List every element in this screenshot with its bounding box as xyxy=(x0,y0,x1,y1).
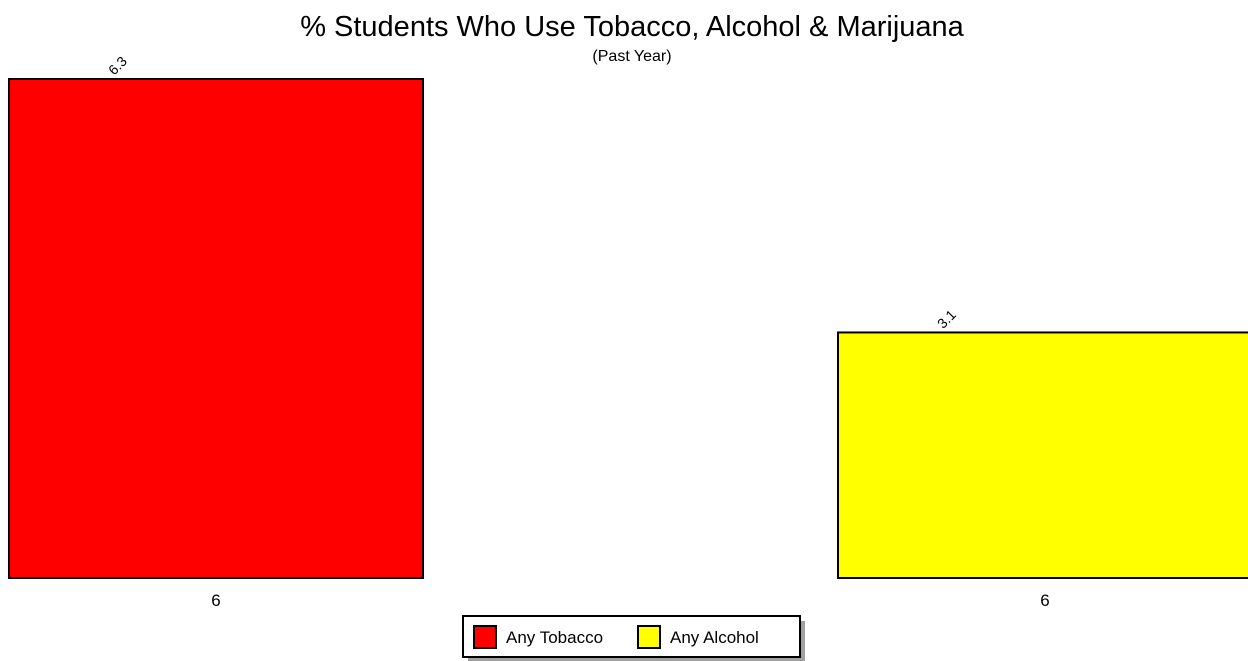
x-tick-label: 6 xyxy=(211,591,220,610)
bar-any-tobacco xyxy=(8,78,424,579)
legend-label-any-alcohol: Any Alcohol xyxy=(670,628,759,647)
data-label-any-tobacco: 6.3 xyxy=(105,53,130,78)
bars-group: 6.3 6 3.1 6 xyxy=(8,53,1248,610)
legend: Any Tobacco Any Alcohol xyxy=(462,615,805,661)
chart-title: % Students Who Use Tobacco, Alcohol & Ma… xyxy=(300,11,964,43)
legend-box xyxy=(462,615,801,658)
x-tick-label: 6 xyxy=(1040,591,1049,610)
legend-swatch-any-alcohol xyxy=(637,625,661,649)
legend-label-any-tobacco: Any Tobacco xyxy=(506,628,603,647)
legend-swatch-any-tobacco xyxy=(473,625,497,649)
data-label-any-alcohol: 3.1 xyxy=(934,306,959,331)
bar-any-alcohol xyxy=(837,331,1248,580)
chart-subtitle: (Past Year) xyxy=(592,48,671,65)
